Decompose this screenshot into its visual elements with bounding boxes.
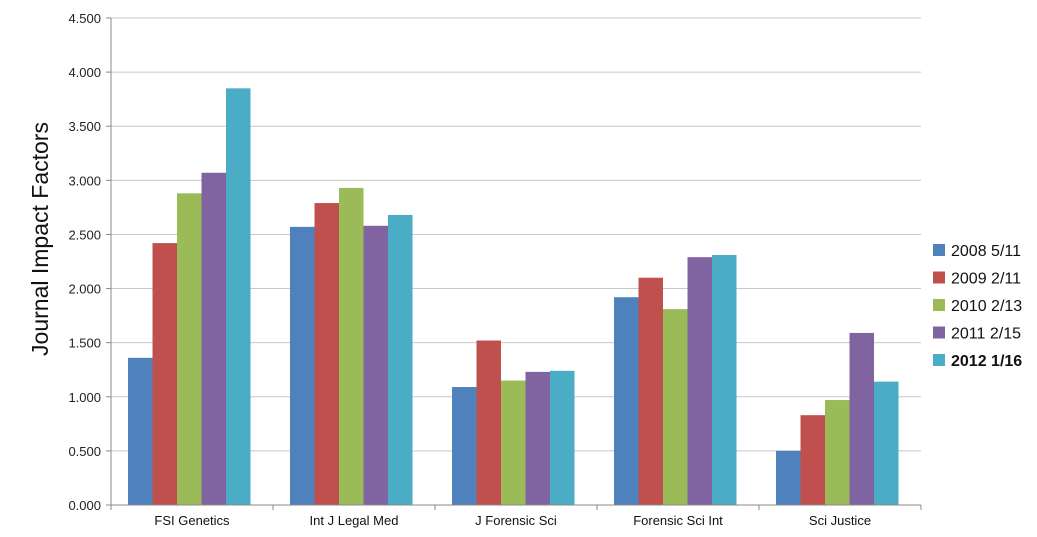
y-tick-label: 4.000 xyxy=(68,65,101,80)
bar xyxy=(452,387,477,505)
bars xyxy=(128,88,899,506)
legend-label: 2011 2/15 xyxy=(951,326,1021,343)
bar xyxy=(663,309,688,505)
x-tick-label: Sci Justice xyxy=(809,513,871,528)
bar xyxy=(476,340,501,505)
axes: 0.000 0.500 1.000 1.500 2.000 2.500 3.000 3.500… xyxy=(68,11,922,528)
bar xyxy=(339,187,364,506)
bar xyxy=(776,450,801,505)
bar xyxy=(800,415,825,505)
y-tick-label: 3.500 xyxy=(68,119,101,134)
bar xyxy=(226,88,251,505)
legend-swatch xyxy=(933,326,945,339)
legend-label: 2009 2/11 xyxy=(951,271,1021,288)
y-axis-title: Journal Impact Factors xyxy=(27,122,53,356)
legend-swatch xyxy=(933,271,945,284)
bar xyxy=(874,381,899,505)
y-tick-label: 2.000 xyxy=(68,282,101,297)
bar xyxy=(638,277,663,505)
bar xyxy=(201,172,226,505)
x-tick-label: J Forensic Sci xyxy=(475,513,557,528)
legend-label: 2012 1/16 xyxy=(951,353,1022,370)
bar xyxy=(128,357,153,505)
legend: 2008 5/11 2009 2/11 2010 2/13 2011 2/15 2012… xyxy=(933,243,1022,370)
y-tick-label: 2.500 xyxy=(68,227,101,242)
y-tick-label: 1.500 xyxy=(68,336,101,351)
y-tick-label: 0.500 xyxy=(68,444,101,459)
y-tick-label: 4.500 xyxy=(68,11,101,26)
bar xyxy=(550,370,575,505)
legend-swatch xyxy=(933,244,945,256)
y-tick-label: 0.000 xyxy=(68,498,101,513)
x-tick-label: FSI Genetics xyxy=(154,513,230,528)
bar xyxy=(314,203,339,505)
bar xyxy=(525,371,550,505)
legend-label: 2008 5/11 xyxy=(951,243,1021,260)
bar xyxy=(363,225,388,505)
bar xyxy=(177,193,202,505)
bar xyxy=(501,380,526,505)
legend-swatch xyxy=(933,299,945,311)
y-tick-label: 3.000 xyxy=(68,173,101,188)
bar xyxy=(687,257,712,505)
legend-swatch xyxy=(933,354,945,366)
x-tick-label: Int J Legal Med xyxy=(310,513,399,528)
bar xyxy=(712,255,737,505)
bar xyxy=(614,297,639,505)
bar xyxy=(388,214,413,505)
bar xyxy=(290,226,315,505)
legend-label: 2010 2/13 xyxy=(951,298,1022,315)
bar xyxy=(849,332,874,505)
x-tick-label: Forensic Sci Int xyxy=(633,513,723,528)
y-tick-label: 1.000 xyxy=(68,390,101,405)
bar xyxy=(825,400,850,505)
bar xyxy=(152,243,177,505)
